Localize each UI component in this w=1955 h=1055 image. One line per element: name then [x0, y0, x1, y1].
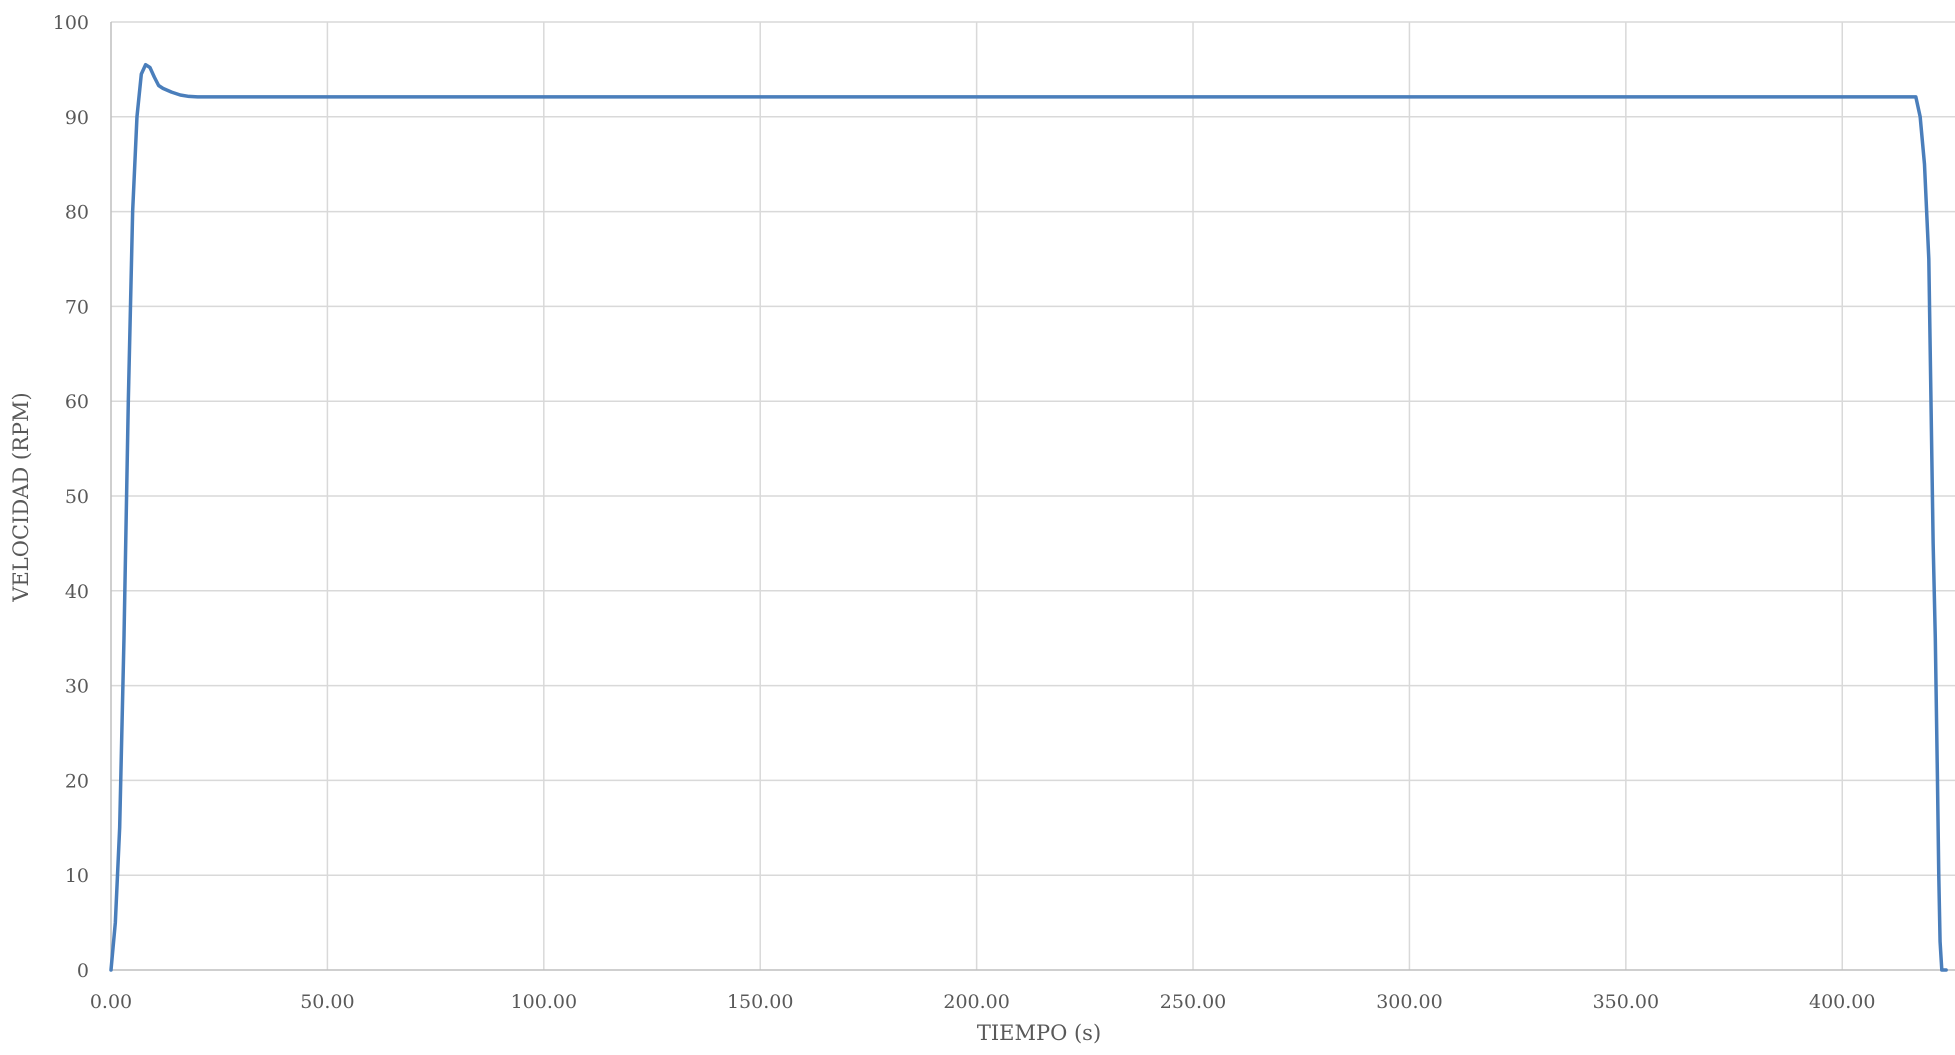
y-tick-label: 60	[65, 391, 89, 413]
x-tick-label: 300.00	[1376, 991, 1442, 1013]
x-tick-label: 50.00	[300, 991, 354, 1013]
x-tick-label: 200.00	[943, 991, 1009, 1013]
x-tick-label: 150.00	[727, 991, 793, 1013]
x-tick-label: 250.00	[1160, 991, 1226, 1013]
series-layer	[109, 62, 1948, 972]
y-tick-label: 50	[65, 486, 89, 508]
y-tick-label: 90	[65, 107, 89, 129]
x-tick-labels: 0.00 50.00 100.00 150.00 200.00 250.00 300.00 3…	[90, 991, 1876, 1013]
y-tick-label: 20	[65, 770, 89, 792]
axes	[110, 22, 1955, 971]
y-tick-label: 40	[65, 581, 89, 603]
x-tick-label: 400.00	[1809, 991, 1875, 1013]
series-line-0	[109, 62, 1948, 972]
y-tick-label: 80	[65, 202, 89, 224]
gridlines	[111, 21, 1955, 970]
x-axis-title: TIEMPO (s)	[977, 1021, 1101, 1045]
x-tick-label: 0.00	[90, 991, 132, 1013]
x-tick-label: 100.00	[511, 991, 577, 1013]
y-tick-label: 10	[65, 865, 89, 887]
y-tick-label: 0	[77, 960, 89, 982]
y-tick-label: 70	[65, 296, 89, 318]
y-tick-label: 100	[53, 12, 89, 34]
y-tick-labels: 0 10 20 30 40 50 60 70 80 90 100	[53, 12, 89, 982]
y-tick-label: 30	[65, 676, 89, 698]
x-tick-label: 350.00	[1593, 991, 1659, 1013]
y-axis-title: VELOCIDAD (RPM)	[9, 392, 33, 602]
